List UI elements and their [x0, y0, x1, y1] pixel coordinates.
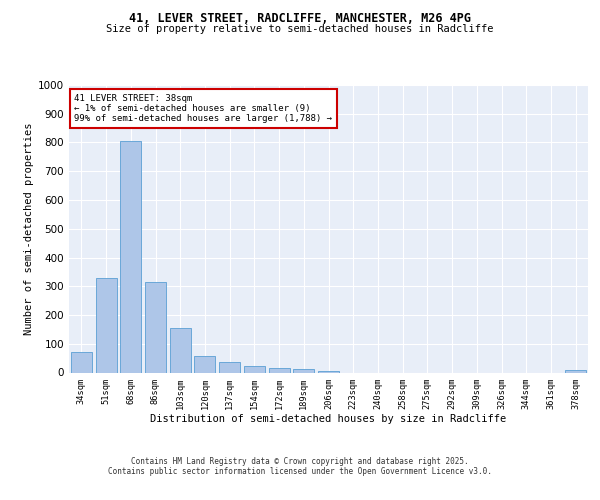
Text: Contains HM Land Registry data © Crown copyright and database right 2025.: Contains HM Land Registry data © Crown c…: [131, 458, 469, 466]
Bar: [145, 282, 166, 372]
X-axis label: Distribution of semi-detached houses by size in Radcliffe: Distribution of semi-detached houses by …: [151, 414, 506, 424]
Bar: [565, 370, 586, 372]
Bar: [120, 141, 141, 372]
Text: 41 LEVER STREET: 38sqm
← 1% of semi-detached houses are smaller (9)
99% of semi-: 41 LEVER STREET: 38sqm ← 1% of semi-deta…: [74, 94, 332, 124]
Bar: [318, 371, 339, 372]
Bar: [269, 368, 290, 372]
Bar: [194, 356, 215, 372]
Text: 41, LEVER STREET, RADCLIFFE, MANCHESTER, M26 4PG: 41, LEVER STREET, RADCLIFFE, MANCHESTER,…: [129, 12, 471, 26]
Bar: [71, 352, 92, 372]
Text: Size of property relative to semi-detached houses in Radcliffe: Size of property relative to semi-detach…: [106, 24, 494, 34]
Y-axis label: Number of semi-detached properties: Number of semi-detached properties: [24, 122, 34, 335]
Bar: [170, 328, 191, 372]
Bar: [244, 366, 265, 372]
Bar: [219, 362, 240, 372]
Text: Contains public sector information licensed under the Open Government Licence v3: Contains public sector information licen…: [108, 468, 492, 476]
Bar: [95, 278, 116, 372]
Bar: [293, 370, 314, 372]
